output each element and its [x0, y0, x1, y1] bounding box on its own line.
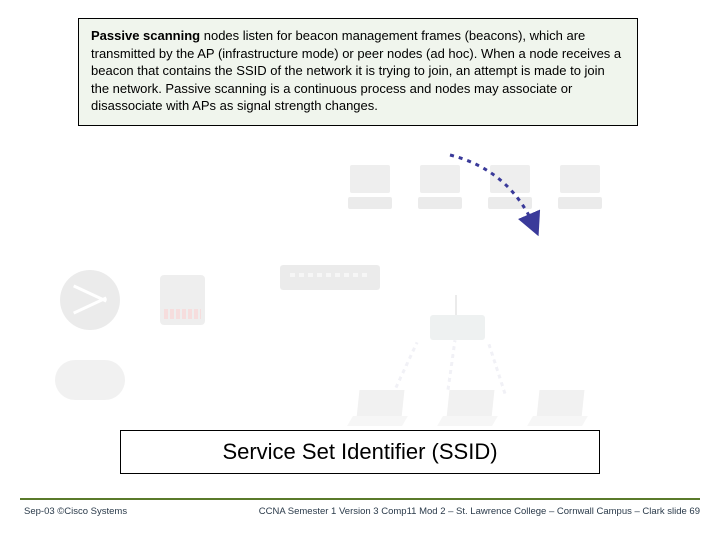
wireless-link-icon — [487, 341, 507, 394]
footer: Sep-03 ©Cisco Systems CCNA Semester 1 Ve… — [24, 506, 700, 517]
laptop-icon — [440, 390, 495, 425]
laptop-icon — [530, 390, 585, 425]
switch-icon — [280, 265, 380, 290]
ssid-title-text: Service Set Identifier (SSID) — [222, 439, 497, 464]
network-diagram — [50, 170, 650, 410]
callout-box: Passive scanning nodes listen for beacon… — [78, 18, 638, 126]
wireless-link-icon — [447, 340, 457, 390]
footer-right: CCNA Semester 1 Version 3 Comp11 Mod 2 –… — [259, 506, 700, 517]
footer-left: Sep-03 ©Cisco Systems — [24, 506, 127, 517]
laptop-icon — [350, 390, 405, 425]
router-icon — [60, 270, 120, 330]
cloud-icon — [55, 360, 125, 400]
pc-icon — [350, 165, 390, 210]
callout-bold-lead: Passive scanning — [91, 28, 200, 43]
ssid-title-box: Service Set Identifier (SSID) — [120, 430, 600, 474]
firewall-icon — [160, 275, 205, 325]
pc-icon — [490, 165, 530, 210]
pc-icon — [420, 165, 460, 210]
wireless-link-icon — [395, 342, 419, 389]
pc-icon — [560, 165, 600, 210]
footer-rule — [20, 498, 700, 500]
access-point-icon — [430, 315, 485, 340]
